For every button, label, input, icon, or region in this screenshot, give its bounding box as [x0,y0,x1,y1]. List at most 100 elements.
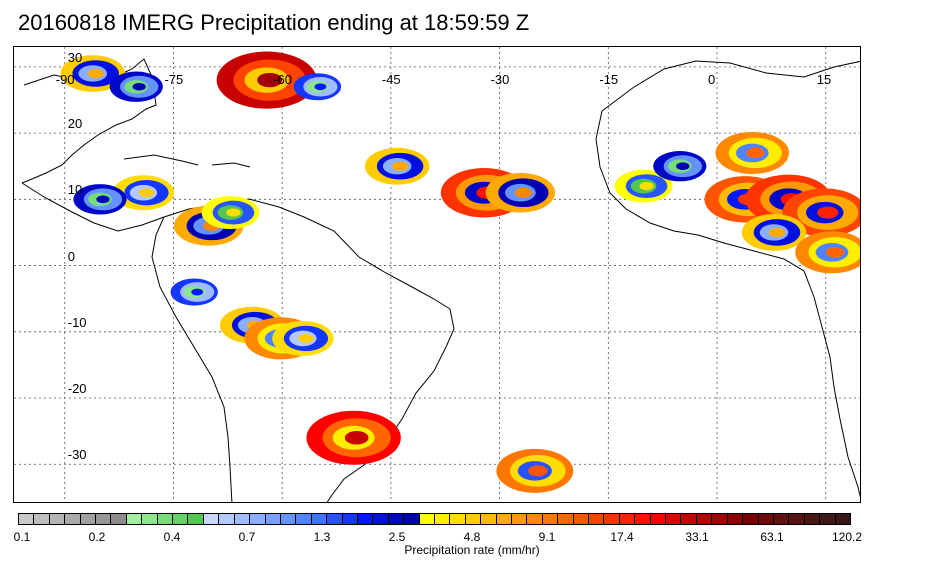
colorbar-swatch [65,514,81,524]
colorbar-swatch [342,514,358,524]
coastline-africa-north [601,60,860,112]
colorbar-swatch [188,514,204,524]
precip-cell [768,227,786,238]
colorbar-swatch [681,514,697,524]
colorbar-swatch [96,514,112,524]
colorbar-tick-label: 0.1 [13,530,31,544]
colorbar-tick-label: 4.8 [463,530,481,544]
colorbar-swatch [773,514,790,524]
precip-cell [746,147,765,159]
colorbar-tick-label: 33.1 [685,530,709,544]
colorbar-tick-label: 0.4 [163,530,181,544]
colorbar-swatch [542,514,559,524]
colorbar-swatch [619,514,636,524]
colorbar-swatch [650,514,667,524]
longitude-label: 0 [708,71,716,87]
coastline-south-america-west [151,216,233,502]
colorbar-swatch [34,514,50,524]
latitude-label: 20 [67,116,83,132]
graticule [14,47,860,502]
colorbar-tick-label: 0.2 [88,530,106,544]
colorbar-swatch [758,514,774,524]
colorbar-swatch [111,514,127,524]
colorbar-swatch [712,514,728,524]
colorbar-swatch [311,514,328,524]
longitude-label: -75 [164,71,184,87]
colorbar-swatch [49,514,66,524]
colorbar-swatch [558,514,574,524]
colorbar-swatch [219,514,235,524]
map-title: 20160818 IMERG Precipitation ending at 1… [18,10,530,35]
colorbar-swatch [527,514,543,524]
precip-cell [676,162,690,171]
colorbar-tick-label: 2.5 [388,530,406,544]
colorbar-swatch [512,514,528,524]
coastline-central-america [21,182,165,232]
colorbar-swatch [280,514,297,524]
colorbar-swatch [327,514,343,524]
colorbar-tick-label: 1.3 [313,530,331,544]
latitude-label: -30 [67,447,87,463]
colorbar-swatch [635,514,651,524]
latitude-label: 0 [67,248,75,264]
precip-cell [825,247,845,258]
coastlines [21,58,860,502]
longitude-label: -15 [599,71,619,87]
latitude-label: -20 [67,381,87,397]
precipitation-colorbar [18,513,851,525]
precip-cell [514,187,533,198]
colorbar-swatch [835,514,850,524]
colorbar-tick-label: 63.1 [760,530,784,544]
colorbar-swatch [203,514,220,524]
precip-cell [138,188,155,198]
colorbar-swatch [404,514,420,524]
precip-cell [344,431,369,445]
colorbar-swatch [419,514,435,524]
longitude-label: 15 [816,71,832,87]
precip-cell [298,334,314,343]
colorbar-tick-label: 9.1 [538,530,556,544]
colorbar-swatch [296,514,312,524]
colorbar-swatch [789,514,805,524]
coastline-cuba [123,154,199,166]
precip-cell [87,68,104,79]
colorbar-swatch [388,514,405,524]
colorbar-swatch [250,514,266,524]
colorbar-swatch [265,514,281,524]
latitude-label: 30 [67,49,83,65]
colorbar-swatch [481,514,497,524]
precip-cell [96,195,110,204]
colorbar-swatch [450,514,466,524]
precip-cell [639,181,654,191]
colorbar-swatch [173,514,189,524]
precip-cell [528,465,548,477]
precip-cell [191,288,204,296]
precip-cell [257,72,283,88]
colorbar-swatch [357,514,374,524]
colorbar-swatch [126,514,143,524]
colorbar-swatch [696,514,713,524]
colorbar-swatch [434,514,451,524]
colorbar-swatch [19,514,35,524]
longitude-label: -60 [273,71,292,87]
precip-cell [817,206,839,219]
colorbar-swatch [804,514,821,524]
coastline-hispaniola [211,162,251,168]
colorbar-swatch [573,514,590,524]
colorbar-swatch [80,514,97,524]
precip-cell [314,83,327,91]
latitude-label: 10 [67,182,83,198]
longitude-label: -90 [55,71,75,87]
colorbar-swatch [496,514,512,524]
colorbar-swatch [743,514,759,524]
colorbar-swatch [157,514,174,524]
colorbar-swatch [604,514,620,524]
colorbar-tick-label: 120.2 [831,530,863,544]
precipitation-cells [60,51,860,493]
precip-cell [226,208,241,217]
longitude-label: -30 [490,71,510,87]
colorbar-swatch [142,514,158,524]
colorbar-swatch [465,514,482,524]
colorbar-tick-label: 0.7 [238,530,256,544]
colorbar-swatch [666,514,682,524]
